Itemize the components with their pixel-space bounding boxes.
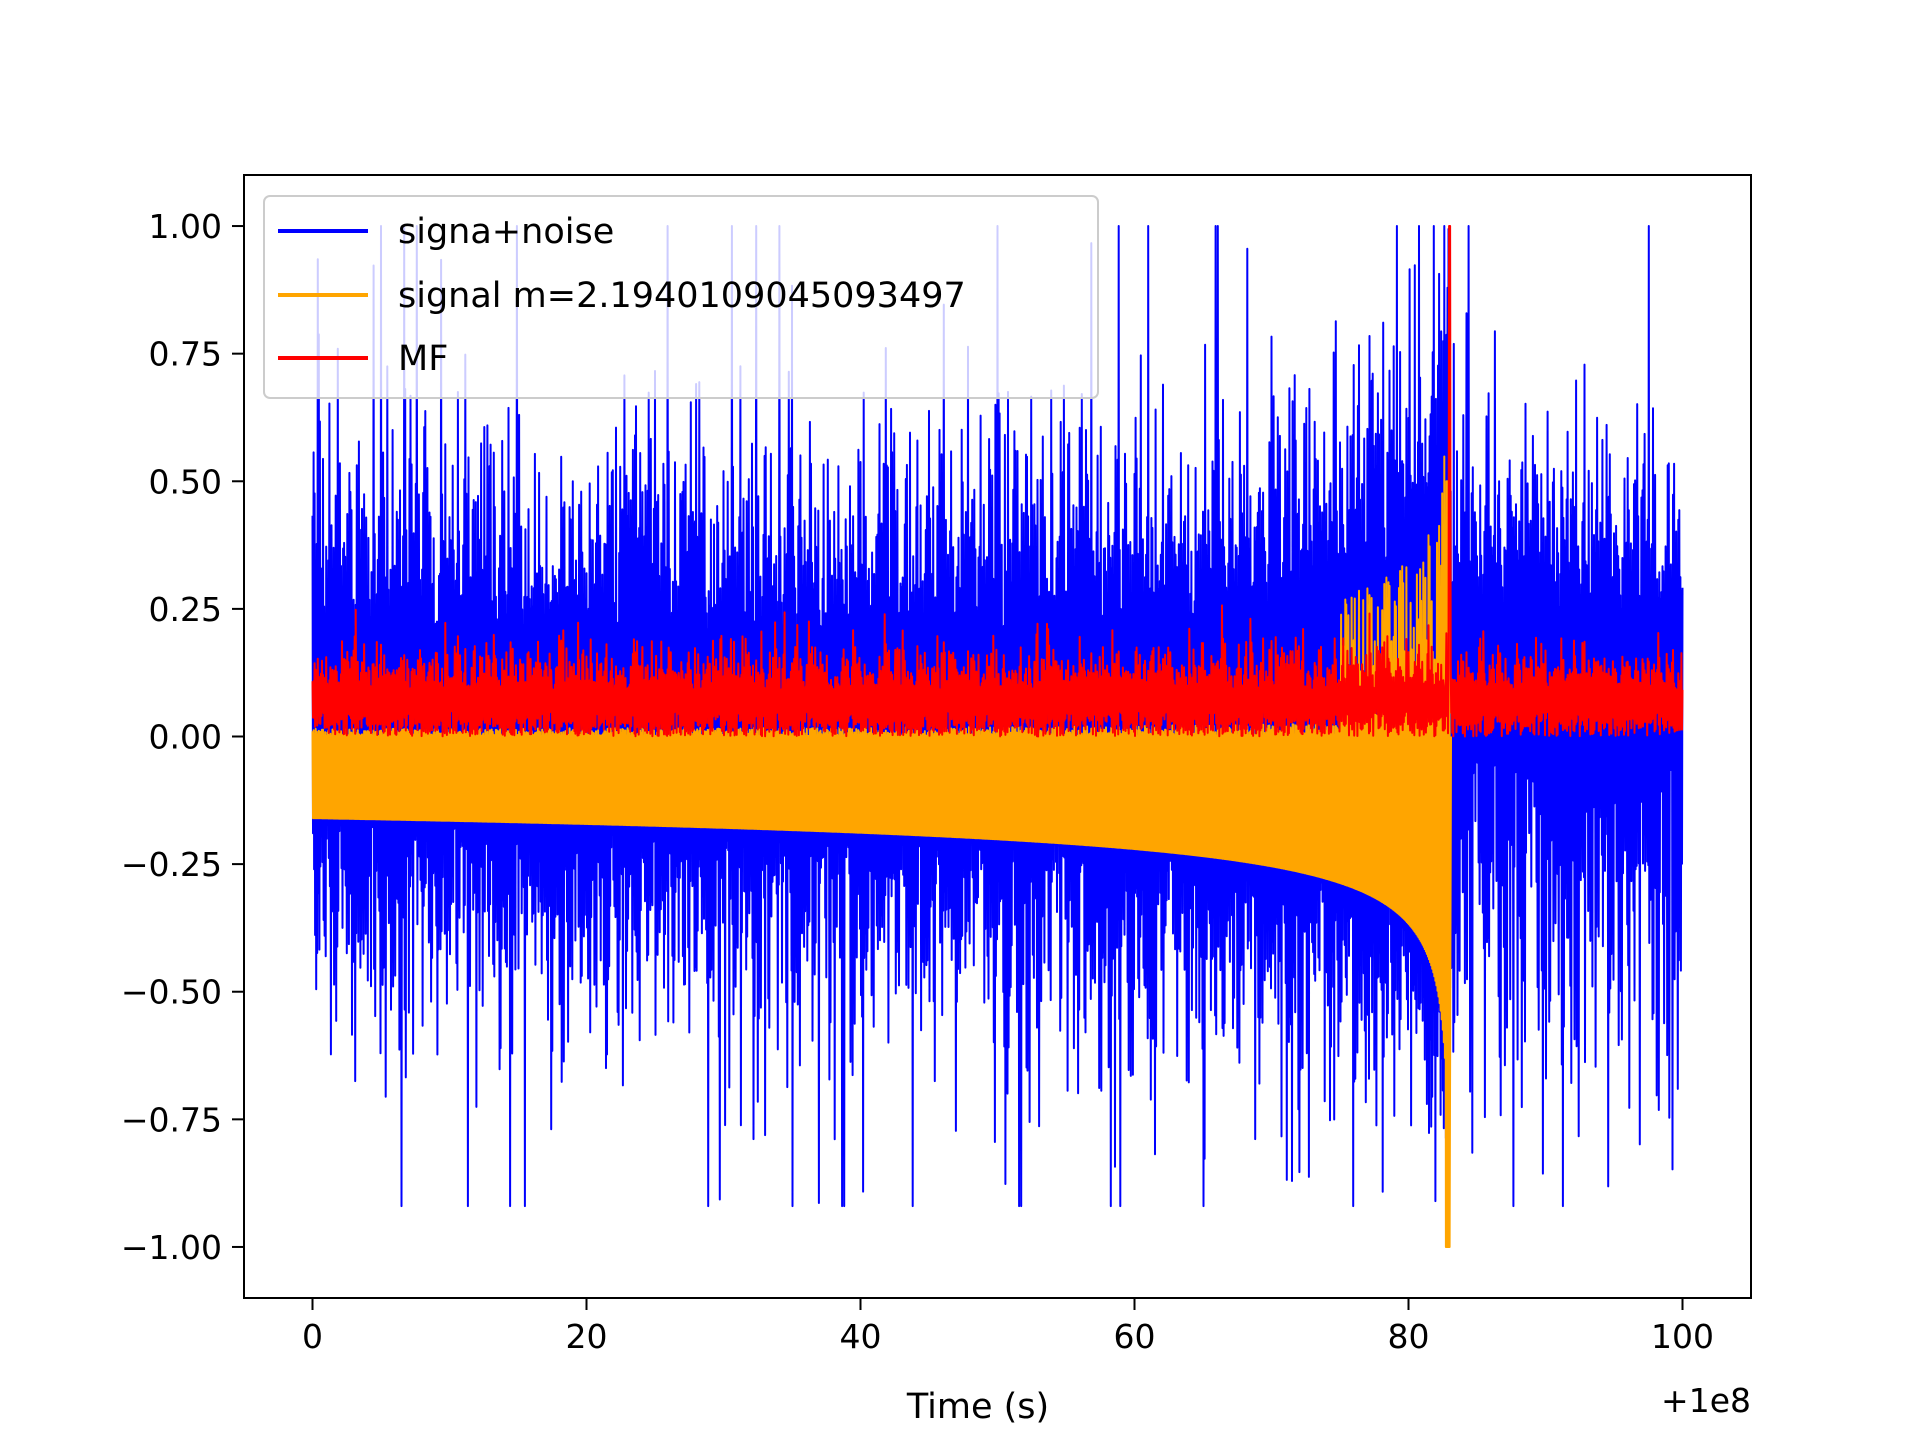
legend-entry-signal: signal m=2.1940109045093497 — [278, 276, 966, 316]
x-axis-offset-label: +1e8 — [1661, 1381, 1751, 1420]
legend-label-mf: MF — [398, 339, 448, 379]
y-tick-label: −1.00 — [121, 1228, 222, 1267]
legend-box — [263, 195, 1099, 399]
y-tick-label: 1.00 — [149, 207, 222, 246]
x-tick-label: 0 — [302, 1317, 323, 1356]
series-signal-line — [311, 455, 1452, 1248]
series-mf-line — [311, 225, 1684, 738]
legend-entry-mf: MF — [278, 339, 448, 379]
x-tick-label: 20 — [566, 1317, 608, 1356]
x-tick-label: 80 — [1388, 1317, 1430, 1356]
y-tick-label: 0.50 — [149, 462, 222, 501]
x-axis-label: Time (s) — [906, 1387, 1049, 1427]
y-tick-label: −0.25 — [121, 845, 222, 884]
y-tick-label: −0.50 — [121, 973, 222, 1012]
x-tick-label: 60 — [1114, 1317, 1156, 1356]
y-axis: 1.00 0.75 0.50 0.25 0.00 −0.25 −0.50 −0.75 −1.00 — [121, 207, 244, 1267]
x-axis: 0 20 40 60 80 100 — [302, 1298, 1714, 1356]
legend-entry-signal-noise: signa+noise — [278, 212, 614, 252]
legend-label-signal: signal m=2.1940109045093497 — [398, 276, 966, 316]
y-tick-label: 0.25 — [149, 590, 222, 629]
legend-label-signal-noise: signa+noise — [398, 212, 614, 252]
y-tick-label: 0.00 — [149, 718, 222, 757]
x-tick-label: 100 — [1651, 1317, 1714, 1356]
legend: signa+noise signal m=2.1940109045093497 … — [263, 195, 1099, 399]
y-tick-label: −0.75 — [121, 1100, 222, 1139]
y-tick-label: 0.75 — [149, 335, 222, 374]
x-tick-label: 40 — [840, 1317, 882, 1356]
